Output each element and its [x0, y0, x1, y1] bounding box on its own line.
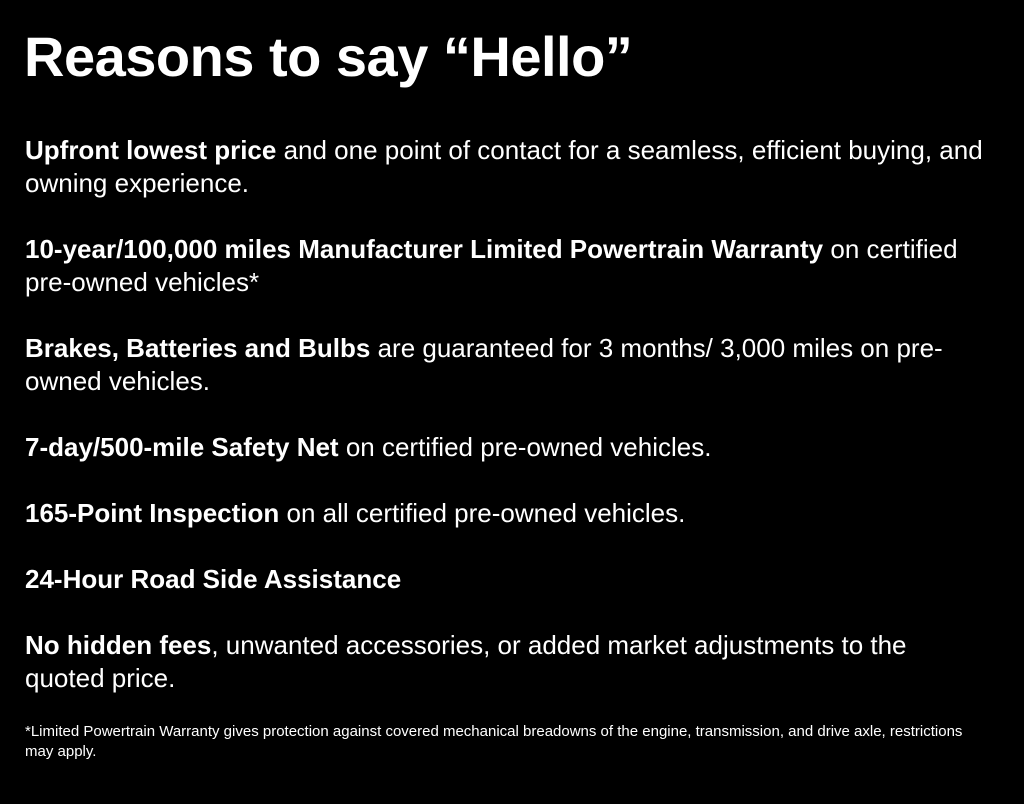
reason-text: on all certified pre-owned vehicles. [279, 498, 686, 528]
reason-highlight: 165-Point Inspection [25, 498, 280, 528]
page-title: Reasons to say “Hello” [24, 25, 633, 88]
reason-item: 7-day/500-mile Safety Net on certified p… [25, 431, 985, 464]
reason-text: , unwanted accessories, or added market … [25, 630, 907, 693]
reason-highlight: Brakes, Batteries and Bulbs [25, 333, 371, 363]
reason-item: Upfront lowest price and one point of co… [25, 134, 985, 200]
reason-highlight: 7-day/500-mile Safety Net [25, 432, 339, 462]
reason-item: 24-Hour Road Side Assistance [25, 563, 985, 596]
reason-text: on certified pre-owned vehicles. [338, 432, 712, 462]
reasons-list: Upfront lowest price and one point of co… [25, 134, 985, 728]
footnote: *Limited Powertrain Warranty gives prote… [25, 723, 963, 760]
reason-text: are guaranteed for 3 months/ 3,000 miles… [25, 333, 943, 396]
reason-highlight: 24-Hour Road Side Assistance [25, 564, 402, 594]
reason-item: 165-Point Inspection on all certified pr… [25, 497, 985, 530]
reason-highlight: No hidden fees [25, 630, 212, 660]
reason-item: No hidden fees, unwanted accessories, or… [25, 629, 985, 695]
reason-highlight: 10-year/100,000 miles Manufacturer Limit… [25, 234, 824, 264]
reason-text: and one point of contact for a seamless,… [25, 135, 983, 198]
reason-item: Brakes, Batteries and Bulbs are guarante… [25, 332, 985, 398]
reason-text: on certified pre-owned vehicles* [25, 234, 958, 297]
reason-item: 10-year/100,000 miles Manufacturer Limit… [25, 233, 985, 299]
reason-highlight: Upfront lowest price [25, 135, 277, 165]
